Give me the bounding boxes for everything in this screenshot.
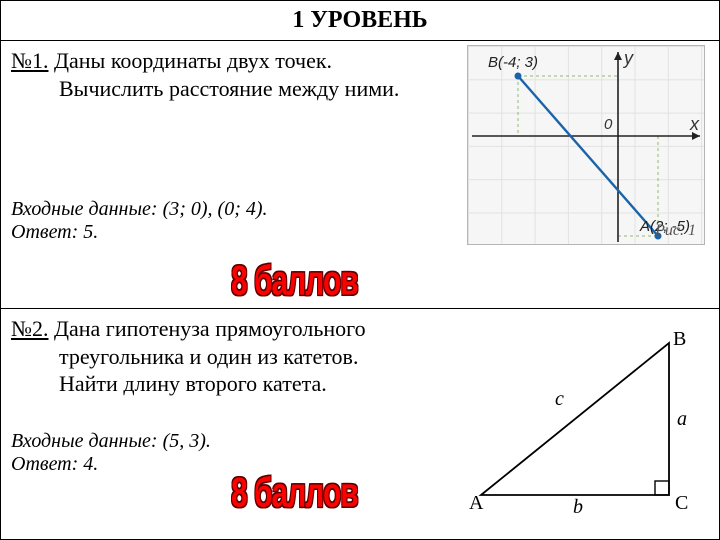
- x-axis-label: x: [690, 114, 699, 135]
- figure-1-svg: [468, 46, 706, 246]
- vertex-c-label: C: [675, 492, 688, 514]
- problem-2-score: 8 баллов: [231, 477, 358, 511]
- origin-label: 0: [604, 116, 612, 133]
- input-label-2: Входные данные:: [11, 430, 158, 452]
- input-value-2: (5, 3).: [163, 430, 211, 452]
- score-text-1: 8 баллов: [231, 258, 358, 306]
- problem-2-line2: треугольника и один из катетов.: [11, 343, 451, 371]
- figure-1-caption: Рис. 1: [655, 222, 696, 240]
- problem-1-line1: Даны координаты двух точек.: [54, 48, 332, 73]
- vertex-b-label: B: [673, 328, 686, 350]
- figure-2-svg: A B C c a b: [465, 325, 695, 515]
- figure-1-coordinate-plot: y x 0 B(-4; 3) A(2; -5) Рис. 1: [467, 45, 705, 245]
- answer-value-1: 5.: [83, 221, 98, 243]
- side-a-label: a: [677, 408, 687, 430]
- vertex-a-label: A: [469, 492, 484, 514]
- answer-label-1: Ответ:: [11, 221, 78, 243]
- problem-2: №2. Дана гипотенуза прямоугольного треуг…: [1, 309, 719, 535]
- problem-2-statement: №2. Дана гипотенуза прямоугольного треуг…: [11, 315, 451, 398]
- problem-1: №1. Даны координаты двух точек. Вычислит…: [1, 41, 719, 309]
- problem-2-line1: Дана гипотенуза прямоугольного: [54, 316, 366, 341]
- problem-2-number: №2.: [11, 316, 49, 341]
- score-text-2: 8 баллов: [231, 470, 358, 518]
- input-label-1: Входные данные:: [11, 198, 158, 220]
- point-b-label: B(-4; 3): [488, 54, 538, 71]
- worksheet-page: 1 УРОВЕНЬ №1. Даны координаты двух точек…: [0, 0, 720, 540]
- answer-value-2: 4.: [83, 453, 98, 475]
- page-title: 1 УРОВЕНЬ: [1, 1, 719, 41]
- input-value-1: (3; 0), (0; 4).: [163, 198, 268, 220]
- problem-2-line3: Найти длину второго катета.: [11, 370, 451, 398]
- side-c-label: c: [555, 388, 564, 410]
- problem-1-statement: №1. Даны координаты двух точек. Вычислит…: [11, 47, 431, 102]
- problem-1-score: 8 баллов: [231, 265, 358, 299]
- problem-1-number: №1.: [11, 48, 49, 73]
- figure-2-triangle: A B C c a b: [465, 325, 695, 515]
- answer-label-2: Ответ:: [11, 453, 78, 475]
- problem-1-line2: Вычислить расстояние между ними.: [11, 75, 431, 103]
- side-b-label: b: [573, 496, 583, 515]
- y-axis-label: y: [624, 48, 633, 69]
